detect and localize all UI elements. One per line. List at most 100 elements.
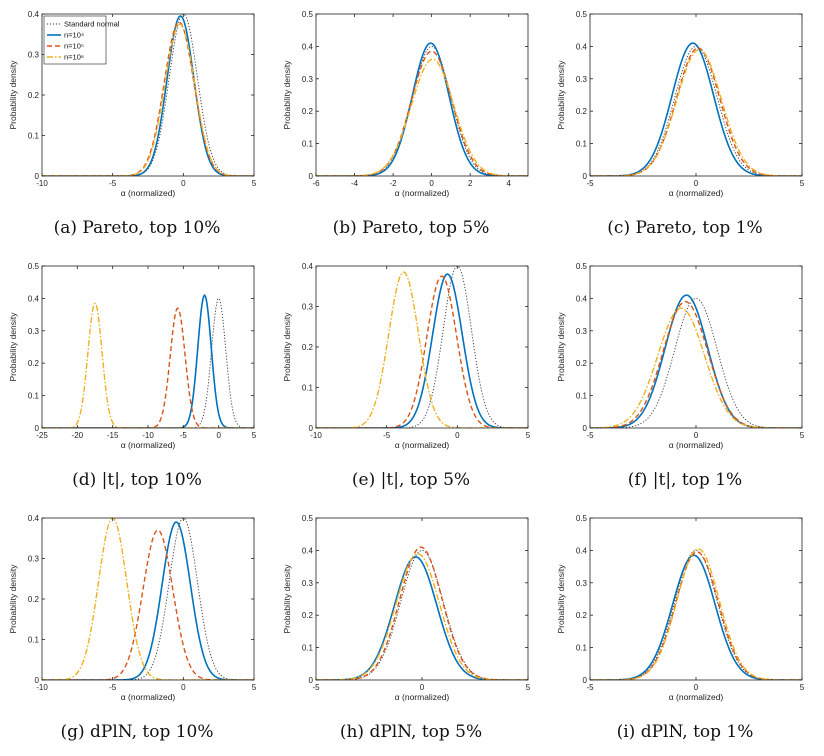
y-tick-label: 0.3 xyxy=(302,579,314,588)
plot-area xyxy=(316,546,528,680)
y-tick-label: 0.3 xyxy=(28,51,40,60)
y-tick-label: 0.4 xyxy=(576,294,588,303)
y-tick-label: 0.3 xyxy=(302,75,314,84)
chart-svg: -10 -5 0 5 0 0.1 0.2 0.3 0.4 α (normalized) Probab… xyxy=(8,10,257,198)
legend: Standard normal n=10⁴ n=10⁵ n=10⁶ xyxy=(43,15,120,65)
y-tick-label: 0.1 xyxy=(302,384,314,393)
x-tick-label: -10 xyxy=(310,431,322,440)
y-tick-label: 0.4 xyxy=(576,42,588,51)
series-line-n6 xyxy=(590,307,802,428)
panel-caption: (e) |t|, top 5% xyxy=(351,470,471,490)
y-tick-label: 0.3 xyxy=(302,303,314,312)
x-axis-label: α (normalized) xyxy=(669,692,724,702)
series-line-n4 xyxy=(42,293,254,428)
x-tick-label: -20 xyxy=(72,431,84,440)
series-line-n5 xyxy=(316,546,528,680)
chart-panel-8: -5 0 5 0 0.1 0.2 0.3 0.4 0.5 α (normalized) Probab… xyxy=(274,504,548,756)
series-line-n4 xyxy=(316,273,528,428)
y-tick-label: 0.4 xyxy=(576,546,588,555)
y-tick-label: 0.2 xyxy=(28,595,40,604)
y-axis-label: Probability density xyxy=(556,312,566,382)
x-tick-label: 4 xyxy=(507,179,512,188)
x-tick-label: -6 xyxy=(312,179,320,188)
series-line-std xyxy=(316,549,528,680)
axes-box xyxy=(41,265,255,429)
panel-caption: (d) |t|, top 10% xyxy=(72,470,202,490)
y-tick-label: 0 xyxy=(583,172,588,181)
series-line-n5 xyxy=(316,50,528,176)
chart-svg: -5 0 500.10.20.30.40.5α (normalized)Probab… xyxy=(282,514,531,702)
panel-caption: (c) Pareto, top 1% xyxy=(607,218,763,238)
axes-box xyxy=(589,517,803,681)
plot-area xyxy=(590,294,802,428)
chart-svg: -10 -5 0 5 0 0.1 0.2 0.3 0.4 α (normalized) Probab… xyxy=(8,514,257,702)
y-tick-label: 0.4 xyxy=(302,42,314,51)
y-tick-label: 0.2 xyxy=(302,343,314,352)
y-axis-label: Probability density xyxy=(556,60,566,130)
legend-entry: n=10⁶ xyxy=(64,53,84,62)
series-line-n6 xyxy=(42,302,254,428)
x-tick-label: -5 xyxy=(109,683,117,692)
x-tick-label: -15 xyxy=(107,431,119,440)
x-tick-label: 0 xyxy=(216,431,221,440)
chart-panel-6: -5 0 5 0 0.1 0.2 0.3 0.4 0.5 α (normalized) Probab… xyxy=(548,252,822,504)
x-tick-label: 0 xyxy=(420,683,425,692)
series-line-n4 xyxy=(590,554,802,680)
series-line-std xyxy=(42,518,254,680)
series-line-n4 xyxy=(316,42,528,176)
x-axis-label: α (normalized) xyxy=(669,188,724,198)
x-axis-label: α (normalized) xyxy=(121,692,176,702)
y-tick-label: 0.1 xyxy=(28,392,40,401)
y-axis-label: Probability density xyxy=(282,564,292,634)
y-tick-label: 0.5 xyxy=(302,514,314,523)
y-tick-label: 0 xyxy=(583,676,588,685)
x-tick-label: -5 xyxy=(586,179,594,188)
panel-caption: (i) dPlN, top 1% xyxy=(616,722,754,742)
x-axis-label: α (normalized) xyxy=(395,692,450,702)
y-tick-label: 0.4 xyxy=(28,514,40,523)
y-tick-label: 0.3 xyxy=(576,75,588,84)
legend-box xyxy=(43,15,107,65)
y-tick-label: 0.2 xyxy=(576,359,588,368)
x-tick-label: -5 xyxy=(383,431,391,440)
x-tick-label: -5 xyxy=(180,431,188,440)
series-line-n5 xyxy=(42,307,254,428)
x-axis-label: α (normalized) xyxy=(395,440,450,450)
y-tick-label: 0.2 xyxy=(302,611,314,620)
y-axis-label: Probability density xyxy=(8,564,18,634)
series-line-std xyxy=(590,297,802,428)
chart-svg: -10 -5 0 5 0 0.1 0.2 0.3 0.4 α (normalized) Probab… xyxy=(282,262,531,450)
axes-box xyxy=(315,13,529,177)
y-axis-label: Probability density xyxy=(282,312,292,382)
y-tick-label: 0 xyxy=(35,676,40,685)
y-tick-label: 0.5 xyxy=(302,10,314,19)
series-line-n6 xyxy=(42,23,254,176)
series-line-std xyxy=(42,297,254,428)
legend-entry: n=10⁵ xyxy=(64,42,84,51)
chart-svg: -5 0 500.10.20.30.40.5α (normalized)Probab… xyxy=(556,10,805,198)
chart-panel-2: -6 -4 -2 0 2 4 0 0.1 0.2 0.3 0.4 0.5 α (normalized) P… xyxy=(274,0,548,252)
x-tick-label: -5 xyxy=(312,683,320,692)
y-tick-label: 0.1 xyxy=(302,644,314,653)
series-line-std xyxy=(590,549,802,680)
chart-svg: -5 0 500.10.20.30.40.5α (normalized)Probab… xyxy=(556,262,805,450)
plot-area xyxy=(42,293,254,428)
chart-svg: -5 0 500.10.20.30.40.5α (normalized)Probab… xyxy=(556,514,805,702)
x-tick-label: -25 xyxy=(36,431,48,440)
x-tick-label: 0 xyxy=(181,683,186,692)
x-tick-label: 5 xyxy=(800,683,805,692)
x-tick-label: 5 xyxy=(526,683,531,692)
y-tick-label: 0.3 xyxy=(28,555,40,564)
y-tick-label: 0.2 xyxy=(302,107,314,116)
x-tick-label: -2 xyxy=(390,179,398,188)
y-tick-label: 0 xyxy=(35,172,40,181)
y-tick-label: 0.2 xyxy=(28,359,40,368)
series-line-std xyxy=(590,45,802,176)
x-tick-label: -10 xyxy=(36,179,48,188)
y-tick-label: 0.4 xyxy=(28,10,40,19)
chart-panel-7: -10 -5 0 5 0 0.1 0.2 0.3 0.4 α (normalized) Probab… xyxy=(0,504,274,756)
y-tick-label: 0.5 xyxy=(576,262,588,271)
y-tick-label: 0.2 xyxy=(576,107,588,116)
plot-area xyxy=(42,14,254,176)
